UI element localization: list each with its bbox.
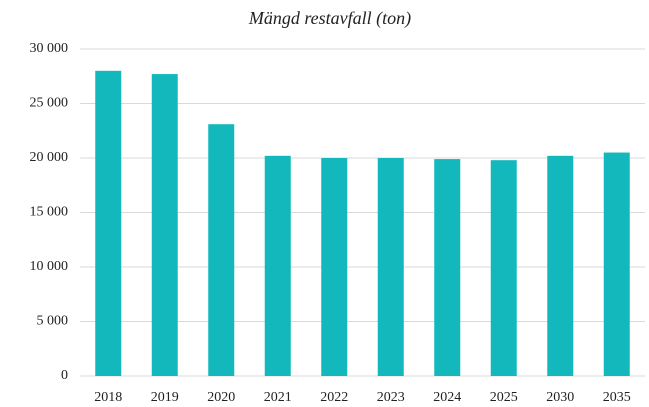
x-tick-label: 2023 (377, 390, 405, 405)
bar (547, 155, 574, 376)
bar (434, 159, 461, 376)
x-tick-label: 2018 (94, 390, 122, 405)
y-tick-label: 10 000 (30, 259, 69, 274)
bar (490, 160, 517, 376)
x-tick-label: 2022 (320, 390, 348, 405)
y-tick-label: 15 000 (30, 205, 69, 220)
chart-title: Mängd restavfall (ton) (248, 8, 411, 29)
x-tick-label: 2024 (433, 390, 461, 405)
y-tick-label: 25 000 (30, 96, 69, 111)
x-tick-label: 2020 (207, 390, 235, 405)
x-tick-label: 2035 (603, 390, 631, 405)
bar (321, 158, 348, 376)
bar (603, 152, 630, 376)
y-tick-label: 5 000 (37, 314, 69, 329)
y-tick-label: 0 (61, 368, 68, 383)
bar (151, 74, 178, 376)
bar (264, 155, 291, 376)
x-tick-label: 2030 (546, 390, 574, 405)
x-tick-label: 2019 (151, 390, 179, 405)
bar (377, 158, 404, 376)
x-tick-label: 2021 (264, 390, 292, 405)
bar (208, 124, 235, 377)
bar (95, 70, 122, 377)
x-tick-label: 2025 (490, 390, 518, 405)
y-tick-label: 20 000 (30, 150, 69, 165)
y-tick-label: 30 000 (30, 41, 69, 56)
